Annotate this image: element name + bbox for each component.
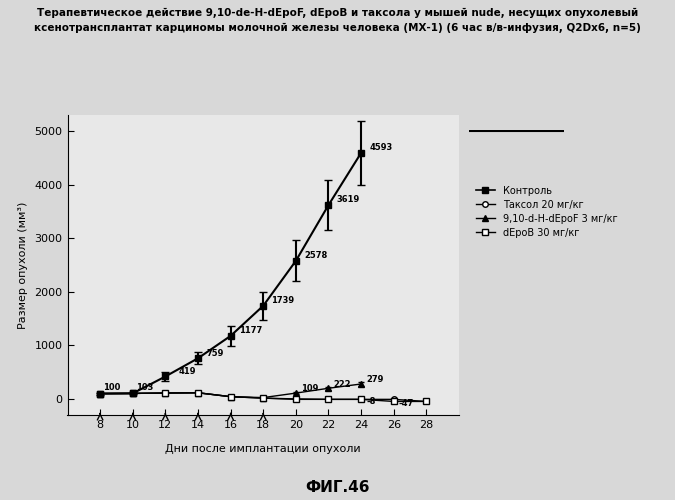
Legend: Контроль, Таксол 20 мг/кг, 9,10-d-H-dEpoF 3 мг/кг, dEpoB 30 мг/кг: Контроль, Таксол 20 мг/кг, 9,10-d-H-dEpo… [476, 186, 618, 238]
Text: 3619: 3619 [337, 195, 360, 204]
Text: 4593: 4593 [369, 142, 393, 152]
X-axis label: Дни после имплантации опухоли: Дни после имплантации опухоли [165, 444, 361, 454]
Text: -47: -47 [399, 398, 414, 407]
Text: 419: 419 [178, 367, 196, 376]
Text: 109: 109 [301, 384, 318, 394]
Text: 279: 279 [366, 376, 383, 384]
Text: -8: -8 [366, 396, 375, 406]
Text: Терапевтическое действие 9,10-de-H-dEpoF, dEpoB и таксола у мышей nude, несущих : Терапевтическое действие 9,10-de-H-dEpoF… [37, 8, 638, 18]
Text: ксенотрансплантат карциномы молочной железы человека (МХ-1) (6 час в/в-инфузия, : ксенотрансплантат карциномы молочной жел… [34, 22, 641, 32]
Text: 759: 759 [206, 348, 223, 358]
Text: 2578: 2578 [304, 250, 327, 260]
Text: 1739: 1739 [271, 296, 294, 305]
Text: 103: 103 [136, 383, 153, 392]
Text: ФИГ.46: ФИГ.46 [305, 480, 370, 495]
Y-axis label: Размер опухоли (мм³): Размер опухоли (мм³) [18, 202, 28, 328]
Text: 100: 100 [103, 384, 121, 392]
Text: ─────────: ───────── [472, 125, 533, 135]
Text: 222: 222 [333, 380, 351, 388]
Text: 1177: 1177 [239, 326, 262, 335]
